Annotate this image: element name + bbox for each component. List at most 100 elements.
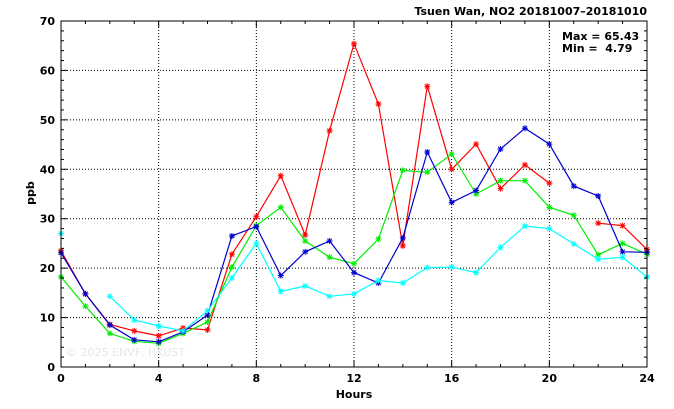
data-point-marker <box>497 177 504 184</box>
series-2 <box>58 125 650 345</box>
data-point-marker <box>497 244 504 251</box>
data-point-marker <box>351 40 357 47</box>
data-point-marker <box>302 232 309 239</box>
data-point-marker <box>375 277 382 284</box>
data-point-marker <box>595 251 602 258</box>
data-point-marker <box>204 319 211 326</box>
y-tick-label: 10 <box>40 312 56 325</box>
data-point-marker <box>521 125 528 132</box>
x-tick-label: 4 <box>155 372 163 385</box>
data-point-marker <box>619 254 626 261</box>
x-tick-label: 20 <box>542 372 558 385</box>
data-point-marker <box>448 199 455 206</box>
data-point-marker <box>399 234 406 241</box>
data-point-marker <box>399 242 406 249</box>
data-point-marker <box>521 223 528 230</box>
data-point-marker <box>473 269 480 276</box>
x-tick-label: 8 <box>253 372 261 385</box>
data-point-marker <box>546 180 553 187</box>
data-point-marker <box>326 254 333 261</box>
data-point-marker <box>277 172 284 179</box>
data-point-marker <box>228 275 235 282</box>
data-point-marker <box>253 240 260 247</box>
y-tick-label: 50 <box>40 114 56 127</box>
data-point-marker <box>302 282 309 289</box>
data-point-marker <box>253 213 260 220</box>
series-3 <box>58 223 650 334</box>
data-point-marker <box>448 166 455 173</box>
data-point-marker <box>131 317 138 324</box>
data-point-marker <box>302 237 309 244</box>
data-point-marker <box>424 83 431 90</box>
data-point-marker <box>326 293 333 300</box>
data-point-marker <box>619 248 626 255</box>
grid-lines <box>61 21 647 367</box>
x-tick-label: 16 <box>444 372 460 385</box>
y-tick-label: 0 <box>47 361 55 374</box>
data-point-marker <box>619 240 626 247</box>
data-point-marker <box>546 225 553 232</box>
data-point-marker <box>570 212 577 219</box>
axis-ticks <box>60 20 648 368</box>
data-point-marker <box>106 293 113 300</box>
data-point-marker <box>546 141 553 148</box>
data-point-marker <box>424 264 431 271</box>
data-point-marker <box>521 177 528 184</box>
y-tick-label: 60 <box>40 64 56 77</box>
x-tick-label: 0 <box>57 372 65 385</box>
data-point-marker <box>326 127 333 134</box>
data-point-marker <box>204 312 211 319</box>
data-point-marker <box>204 307 211 314</box>
chart-title: Tsuen Wan, NO2 20181007–20181010 <box>414 5 647 18</box>
data-point-marker <box>448 150 455 157</box>
data-point-marker <box>351 260 357 267</box>
data-point-marker <box>497 146 504 153</box>
data-point-marker <box>155 332 162 339</box>
data-point-marker <box>375 235 382 242</box>
data-point-marker <box>351 290 357 297</box>
data-point-marker <box>131 327 138 334</box>
data-point-marker <box>399 167 406 174</box>
data-point-marker <box>448 264 455 271</box>
data-point-marker <box>595 220 602 227</box>
data-point-marker <box>277 272 284 279</box>
data-point-marker <box>253 223 260 230</box>
data-point-marker <box>277 204 284 211</box>
max-value-label: Max = 65.43 <box>562 30 639 43</box>
watermark-text: © 2025 ENVF, HKUST <box>66 346 185 359</box>
y-tick-label: 70 <box>40 15 56 28</box>
data-point-marker <box>424 148 431 155</box>
data-point-marker <box>228 251 235 258</box>
min-value-label: Min = 4.79 <box>562 42 632 55</box>
data-point-marker <box>228 233 235 240</box>
data-point-marker <box>570 183 577 190</box>
y-tick-label: 20 <box>40 262 56 275</box>
data-point-marker <box>204 326 211 333</box>
data-point-marker <box>570 240 577 247</box>
data-point-marker <box>473 187 480 194</box>
data-point-marker <box>106 321 113 328</box>
x-axis-title: Hours <box>336 388 373 401</box>
x-tick-label: 24 <box>639 372 655 385</box>
data-point-marker <box>375 101 382 108</box>
data-point-marker <box>619 222 626 229</box>
data-point-marker <box>473 141 480 148</box>
data-point-marker <box>399 279 406 286</box>
data-point-marker <box>351 269 357 276</box>
data-point-marker <box>228 264 235 271</box>
data-point-marker <box>180 327 187 334</box>
y-tick-label: 30 <box>40 213 56 226</box>
data-point-marker <box>155 338 162 345</box>
data-point-marker <box>546 204 553 211</box>
x-tick-label: 12 <box>346 372 361 385</box>
data-point-marker <box>595 192 602 199</box>
data-point-marker <box>82 303 89 310</box>
data-point-marker <box>473 191 480 197</box>
data-point-marker <box>155 322 162 329</box>
data-point-marker <box>82 290 89 297</box>
data-point-marker <box>424 169 431 176</box>
x-tick-labels: 0 4 8 12 16 20 24 <box>57 372 655 385</box>
y-axis-title: ppb <box>24 181 37 205</box>
data-point-marker <box>521 161 528 168</box>
